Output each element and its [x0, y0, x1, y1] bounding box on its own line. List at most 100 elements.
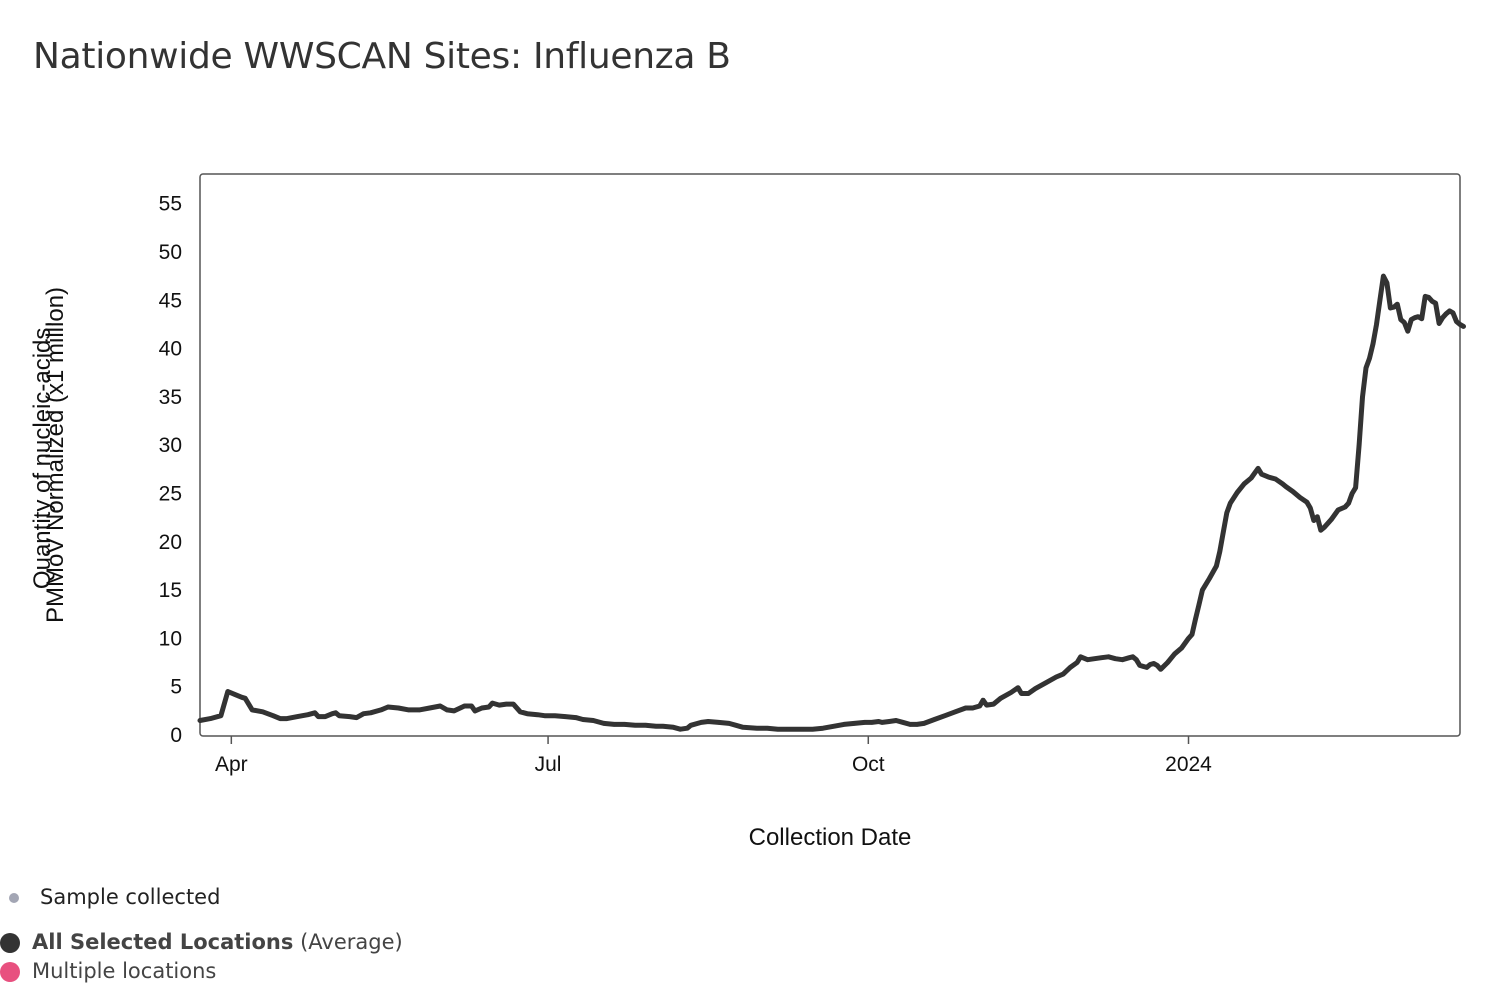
data-point[interactable]: [1259, 472, 1264, 477]
data-point[interactable]: [316, 714, 321, 719]
data-point[interactable]: [552, 713, 558, 718]
data-point[interactable]: [1297, 495, 1303, 500]
data-point[interactable]: [368, 710, 373, 715]
data-point[interactable]: [1426, 295, 1431, 300]
data-point[interactable]: [963, 705, 968, 711]
data-point[interactable]: [716, 720, 721, 725]
data-point[interactable]: [1249, 475, 1254, 481]
data-point[interactable]: [775, 727, 780, 732]
data-point[interactable]: [1193, 616, 1198, 622]
data-point[interactable]: [462, 703, 467, 709]
data-point[interactable]: [497, 702, 502, 708]
data-point[interactable]: [1078, 654, 1083, 659]
data-point[interactable]: [653, 724, 659, 729]
data-point[interactable]: [1318, 528, 1324, 533]
data-point[interactable]: [800, 727, 805, 732]
data-point[interactable]: [977, 703, 982, 709]
data-point[interactable]: [1377, 298, 1383, 303]
data-point[interactable]: [1217, 549, 1223, 554]
data-point[interactable]: [1461, 324, 1466, 329]
data-point[interactable]: [1304, 500, 1310, 505]
data-point[interactable]: [337, 713, 342, 718]
data-point[interactable]: [820, 726, 826, 731]
data-point[interactable]: [1419, 316, 1424, 321]
data-point[interactable]: [1384, 280, 1390, 286]
data-point[interactable]: [900, 720, 906, 725]
data-point[interactable]: [1127, 655, 1132, 660]
data-point[interactable]: [1085, 657, 1090, 662]
data-point[interactable]: [1457, 322, 1463, 327]
data-point[interactable]: [444, 707, 450, 713]
data-point[interactable]: [535, 712, 540, 717]
data-point[interactable]: [1214, 563, 1219, 569]
data-point[interactable]: [942, 713, 948, 718]
data-point[interactable]: [1367, 356, 1372, 361]
data-point[interactable]: [1353, 485, 1358, 490]
data-point[interactable]: [225, 689, 230, 694]
data-point[interactable]: [1026, 691, 1031, 696]
data-point[interactable]: [239, 695, 244, 700]
data-point[interactable]: [980, 698, 986, 703]
data-point[interactable]: [1395, 302, 1400, 307]
data-point[interactable]: [907, 722, 913, 727]
data-point[interactable]: [1447, 308, 1452, 314]
data-point[interactable]: [232, 692, 237, 697]
data-point[interactable]: [323, 714, 328, 719]
data-point[interactable]: [726, 721, 732, 726]
data-point[interactable]: [1252, 471, 1257, 476]
data-point[interactable]: [671, 725, 676, 730]
data-point[interactable]: [876, 719, 881, 724]
data-point[interactable]: [218, 713, 224, 718]
data-point[interactable]: [984, 702, 989, 708]
data-point[interactable]: [1381, 273, 1386, 279]
data-point[interactable]: [1134, 657, 1139, 662]
data-point[interactable]: [451, 708, 457, 714]
data-point[interactable]: [1356, 443, 1362, 448]
data-point[interactable]: [1130, 654, 1136, 659]
data-point[interactable]: [1106, 654, 1111, 659]
data-point[interactable]: [810, 727, 815, 732]
data-point[interactable]: [1360, 394, 1365, 400]
data-point[interactable]: [869, 720, 874, 725]
data-point[interactable]: [1290, 489, 1296, 494]
data-point[interactable]: [406, 707, 411, 713]
data-point[interactable]: [591, 718, 596, 723]
data-point[interactable]: [1336, 507, 1341, 513]
data-point[interactable]: [893, 718, 899, 723]
data-point[interactable]: [1019, 691, 1024, 696]
data-point[interactable]: [312, 710, 318, 715]
data-point[interactable]: [1099, 655, 1104, 660]
data-point[interactable]: [1113, 656, 1118, 661]
data-point[interactable]: [472, 708, 478, 714]
data-point[interactable]: [1172, 651, 1177, 657]
data-point[interactable]: [1391, 304, 1397, 310]
data-point[interactable]: [998, 696, 1003, 701]
data-point[interactable]: [1148, 662, 1153, 667]
data-point[interactable]: [1374, 322, 1379, 327]
data-point[interactable]: [1224, 510, 1230, 515]
data-point[interactable]: [632, 723, 638, 728]
data-point[interactable]: [1189, 632, 1195, 637]
data-point[interactable]: [1308, 505, 1313, 511]
data-point[interactable]: [921, 721, 927, 726]
data-point[interactable]: [1043, 680, 1049, 685]
data-point[interactable]: [277, 716, 283, 721]
data-point[interactable]: [563, 714, 568, 719]
data-point[interactable]: [580, 717, 586, 722]
data-point[interactable]: [1155, 663, 1160, 668]
data-point[interactable]: [1137, 663, 1143, 668]
data-point[interactable]: [1196, 602, 1202, 607]
data-point[interactable]: [1151, 661, 1156, 666]
data-point[interactable]: [1266, 474, 1271, 480]
data-point[interactable]: [880, 720, 885, 725]
data-point[interactable]: [490, 700, 495, 706]
data-point[interactable]: [699, 720, 704, 725]
data-point[interactable]: [852, 721, 857, 726]
data-point[interactable]: [612, 722, 617, 727]
data-point[interactable]: [1423, 294, 1428, 299]
data-point[interactable]: [786, 727, 791, 732]
data-point[interactable]: [1454, 319, 1459, 324]
data-point[interactable]: [525, 711, 530, 716]
data-point[interactable]: [333, 710, 338, 715]
data-point[interactable]: [970, 705, 975, 711]
